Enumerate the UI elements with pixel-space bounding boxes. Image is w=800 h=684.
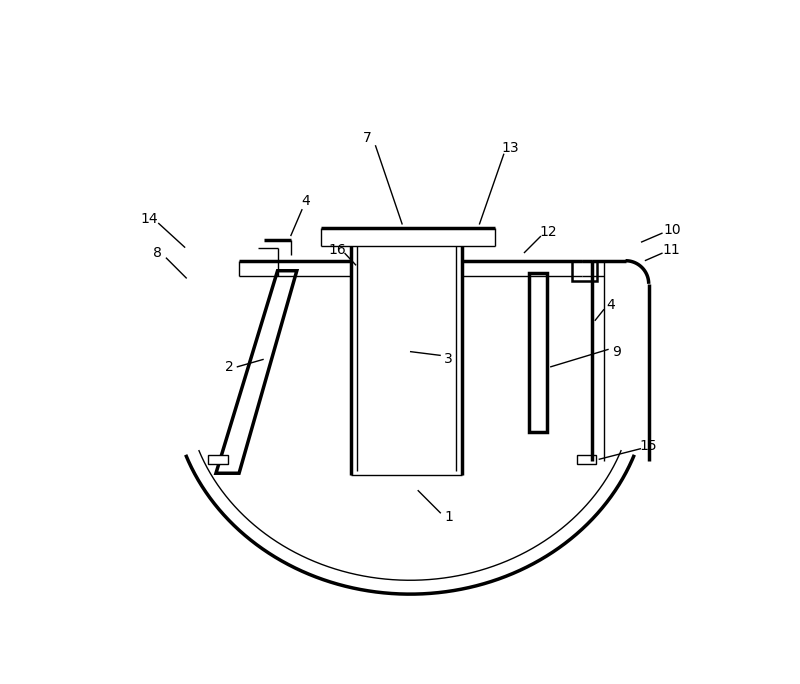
Text: 14: 14: [141, 212, 158, 226]
Text: 8: 8: [153, 246, 162, 260]
Text: 2: 2: [225, 360, 234, 374]
Polygon shape: [572, 261, 597, 280]
Polygon shape: [577, 455, 596, 464]
Polygon shape: [216, 271, 297, 473]
Text: 15: 15: [640, 438, 658, 453]
Text: 9: 9: [612, 345, 621, 358]
Text: 4: 4: [606, 298, 614, 313]
Text: 11: 11: [663, 243, 681, 257]
Text: 3: 3: [444, 352, 453, 366]
Text: 10: 10: [663, 223, 681, 237]
Text: 12: 12: [540, 225, 558, 239]
Text: 1: 1: [444, 510, 453, 524]
Text: 16: 16: [328, 243, 346, 257]
Text: 4: 4: [302, 194, 310, 209]
Text: 13: 13: [502, 140, 519, 155]
Polygon shape: [530, 273, 547, 432]
Text: 7: 7: [363, 131, 372, 144]
Polygon shape: [208, 455, 227, 464]
